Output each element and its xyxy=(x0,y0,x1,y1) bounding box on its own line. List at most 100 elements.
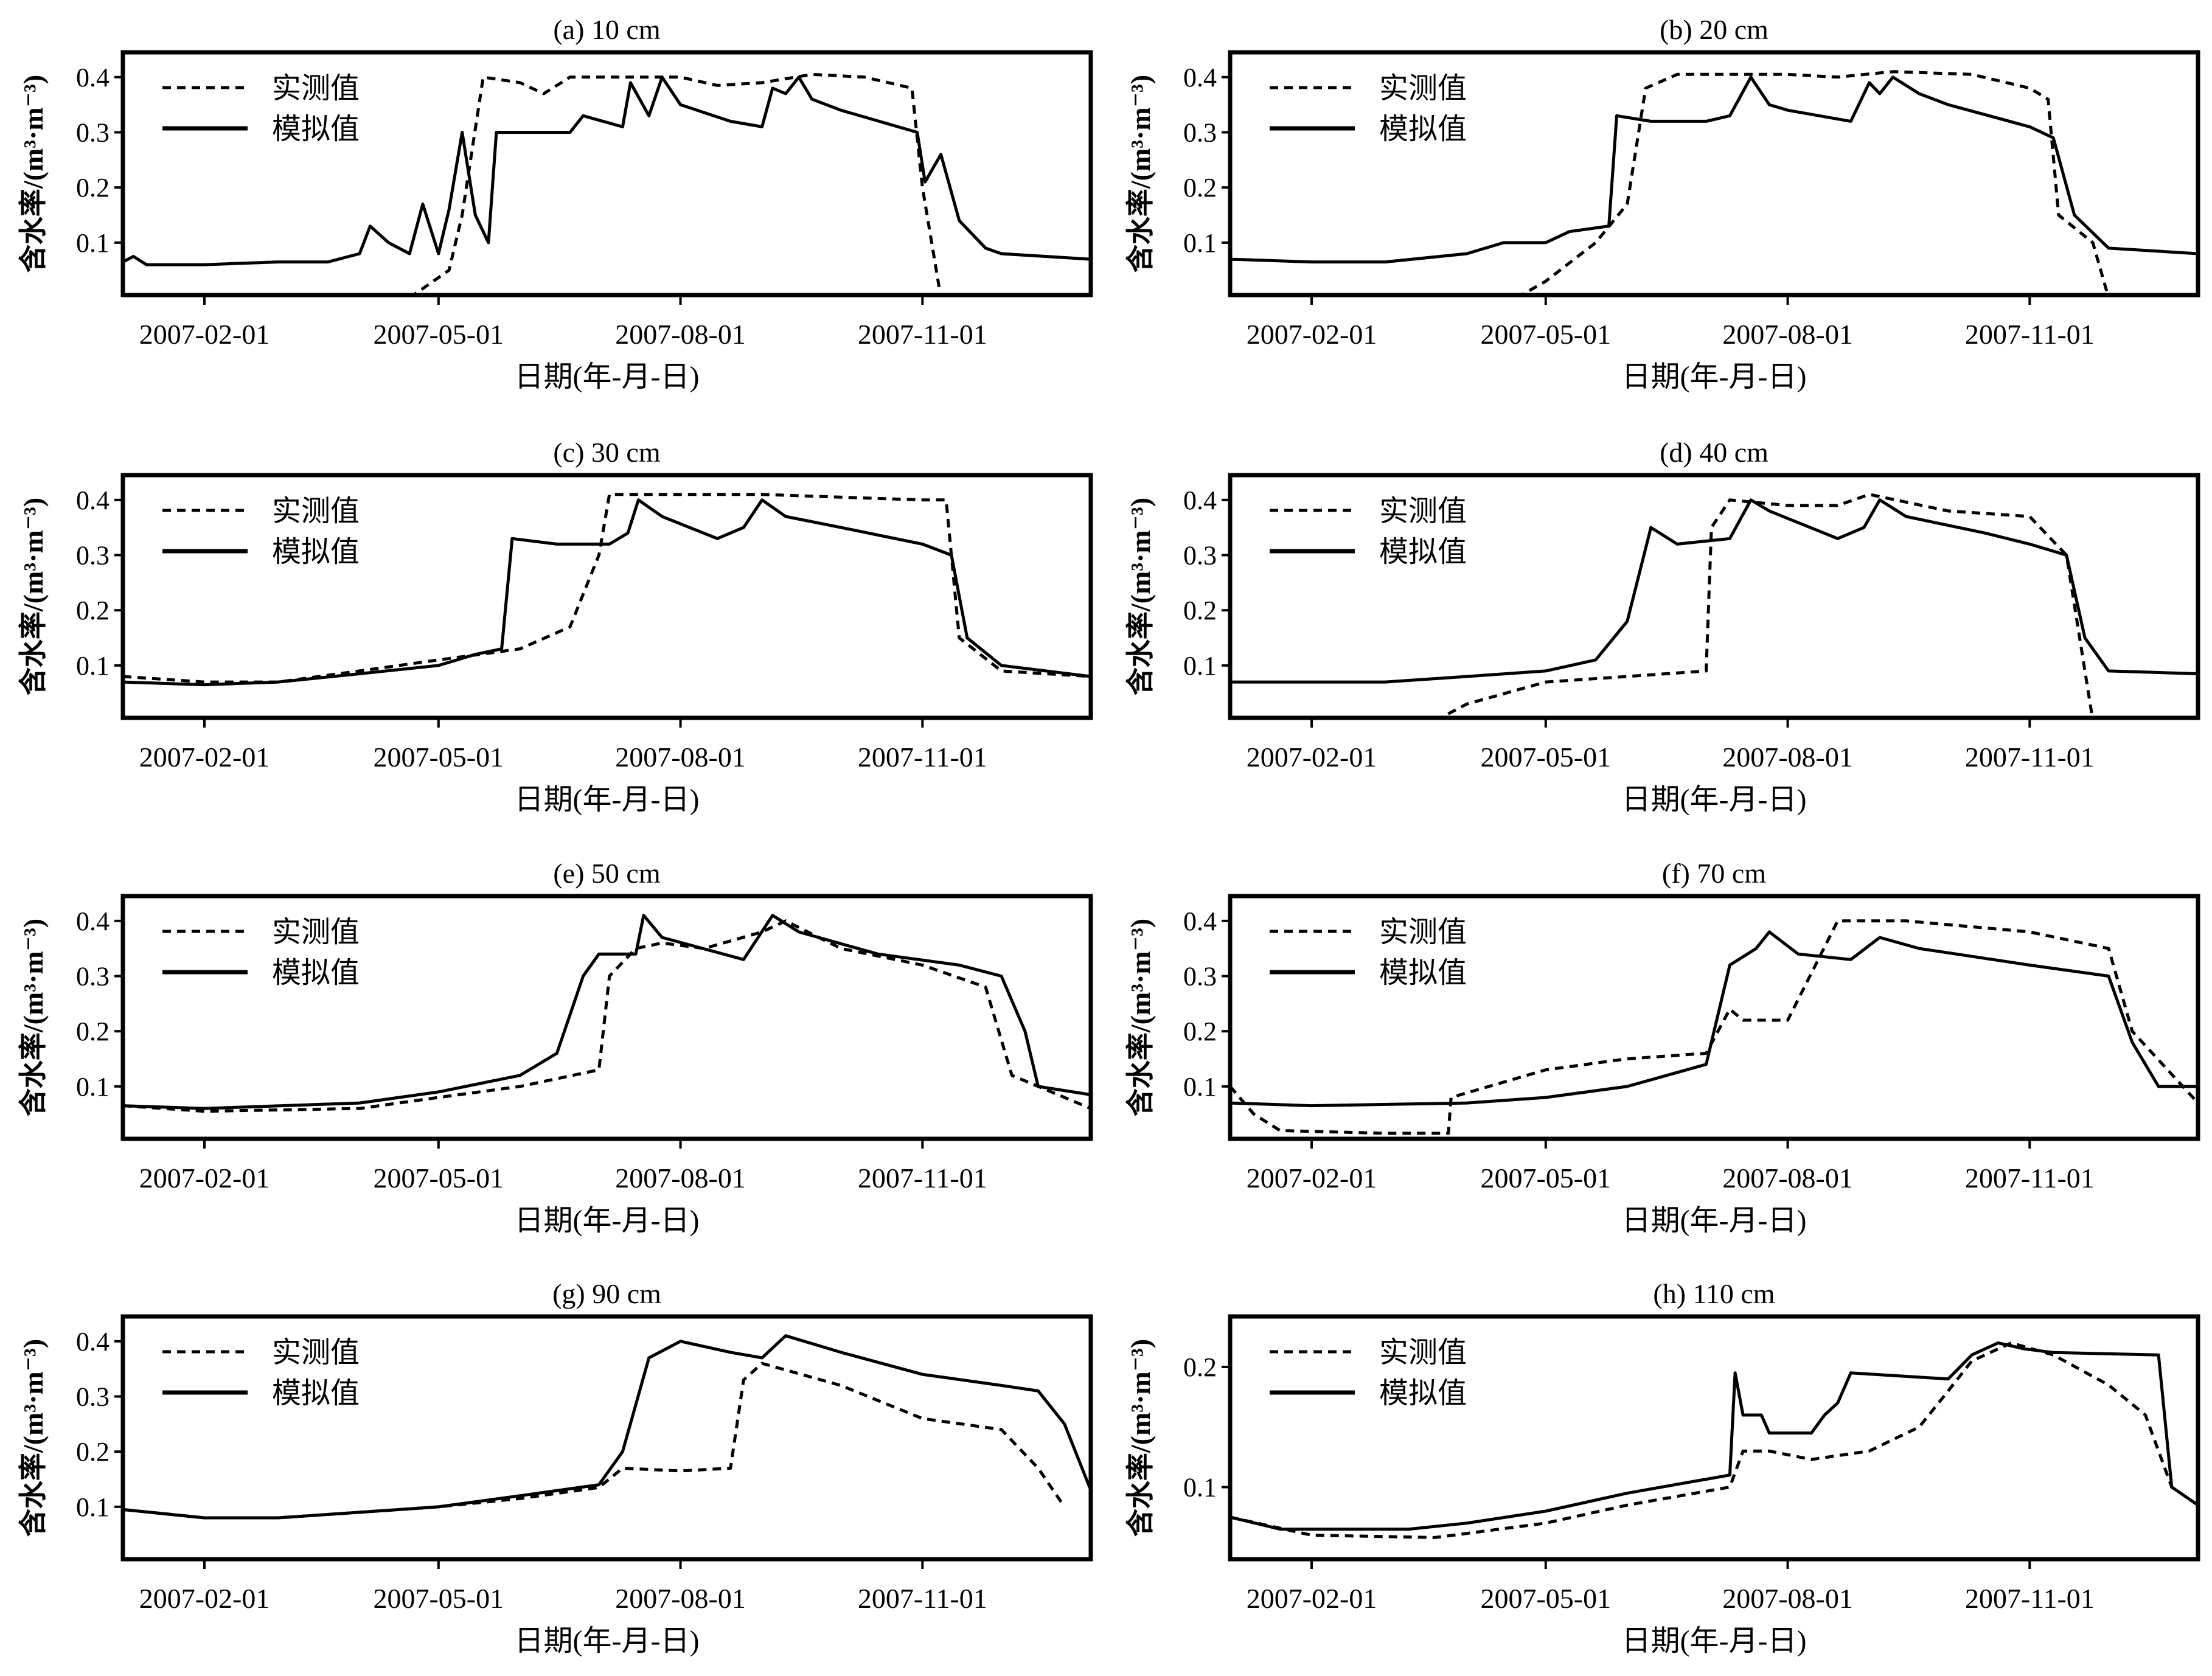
series-line-observed xyxy=(123,493,1091,684)
subplot-4: (d) 40 cm 0.1 0.2 0.3 0.4 2007-02-01 2007-05-0… xyxy=(1125,437,2200,816)
subplot-3: (c) 30 cm 0.1 0.2 0.3 0.4 2007-02-01 2007-05-0… xyxy=(18,437,1093,816)
x-tick-label: 2007-05-01 xyxy=(1480,1583,1611,1614)
subplot-1: (a) 10 cm 0.1 0.2 0.3 0.4 2007-02-01 2007-05-0… xyxy=(18,14,1093,393)
x-tick-label: 2007-02-01 xyxy=(1247,1583,1377,1614)
series-line-simulated xyxy=(1230,75,2198,264)
subplot-title: (a) 10 cm xyxy=(553,14,660,45)
y-tick-label: 0.2 xyxy=(76,1437,110,1467)
series-line-simulated xyxy=(1230,930,2198,1108)
y-axis-label: 含水率/(m³·m⁻³) xyxy=(18,1339,49,1537)
series-line-observed xyxy=(1230,1341,2198,1539)
subplot-7: (g) 90 cm 0.1 0.2 0.3 0.4 2007-02-01 2007-05-0… xyxy=(18,1278,1093,1657)
x-tick-label: 2007-11-01 xyxy=(858,319,987,350)
x-tick-label: 2007-08-01 xyxy=(1722,319,1853,350)
x-tick-label: 2007-08-01 xyxy=(615,742,746,773)
legend-label: 模拟值 xyxy=(1379,957,1467,989)
legend-label: 模拟值 xyxy=(272,957,360,989)
x-tick-label: 2007-02-01 xyxy=(139,1583,270,1614)
series-line-observed xyxy=(1437,493,2094,718)
x-tick-label: 2007-02-01 xyxy=(1247,319,1377,350)
series-line-simulated xyxy=(1230,1341,2198,1531)
legend-label: 实测值 xyxy=(1379,916,1467,948)
legend-label: 实测值 xyxy=(1379,72,1467,105)
y-tick-label: 0.4 xyxy=(1183,63,1217,92)
y-axis-label: 含水率/(m³·m⁻³) xyxy=(1125,1339,1156,1537)
y-tick-label: 0.3 xyxy=(1183,961,1217,991)
y-tick-label: 0.3 xyxy=(76,961,110,991)
y-tick-label: 0.2 xyxy=(1183,596,1217,625)
x-axis-label: 日期(年-月-日) xyxy=(1622,361,1807,393)
y-axis-label: 含水率/(m³·m⁻³) xyxy=(1125,75,1156,273)
series-line-observed xyxy=(123,919,1091,1113)
series-line-observed xyxy=(1230,919,2198,1135)
y-tick-label: 0.1 xyxy=(76,651,110,681)
y-tick-label: 0.3 xyxy=(76,117,110,147)
y-tick-label: 0.1 xyxy=(76,228,110,258)
x-tick-label: 2007-08-01 xyxy=(1722,1163,1853,1194)
y-tick-label: 0.4 xyxy=(76,1327,110,1357)
legend-label: 实测值 xyxy=(272,1337,360,1369)
subplot-8: (h) 110 cm 0.1 0.2 2007-02-01 2007-05-01 2007… xyxy=(1125,1278,2200,1657)
y-axis-label: 含水率/(m³·m⁻³) xyxy=(18,919,49,1116)
legend-label: 实测值 xyxy=(272,495,360,527)
series-line-simulated xyxy=(123,914,1091,1110)
x-tick-label: 2007-08-01 xyxy=(1722,1583,1853,1614)
subplot-title: (g) 90 cm xyxy=(552,1278,661,1309)
plot-frame xyxy=(1228,894,2200,1141)
series-line-observed xyxy=(123,1361,1066,1520)
plot-frame xyxy=(1228,50,2200,297)
x-axis-label: 日期(年-月-日) xyxy=(1622,784,1807,816)
x-tick-label: 2007-08-01 xyxy=(615,319,746,350)
subplot-title: (e) 50 cm xyxy=(553,858,660,889)
legend-label: 模拟值 xyxy=(1379,1377,1467,1410)
x-tick-label: 2007-05-01 xyxy=(373,742,504,773)
x-tick-label: 2007-08-01 xyxy=(1722,742,1853,773)
y-tick-label: 0.1 xyxy=(1183,651,1217,681)
x-tick-label: 2007-11-01 xyxy=(858,742,987,773)
x-tick-label: 2007-08-01 xyxy=(615,1163,746,1194)
y-tick-label: 0.1 xyxy=(76,1072,110,1102)
series-line-observed xyxy=(1518,70,2110,295)
y-tick-label: 0.1 xyxy=(1183,228,1217,258)
subplot-6: (f) 70 cm 0.1 0.2 0.3 0.4 2007-02-01 2007-05-0… xyxy=(1125,858,2200,1237)
x-tick-label: 2007-08-01 xyxy=(615,1583,746,1614)
series-line-simulated xyxy=(123,75,1091,266)
y-tick-label: 0.1 xyxy=(76,1492,110,1522)
y-tick-label: 0.3 xyxy=(76,1382,110,1411)
y-tick-label: 0.1 xyxy=(1183,1472,1217,1502)
legend-label: 模拟值 xyxy=(272,1377,360,1410)
x-tick-label: 2007-05-01 xyxy=(1480,742,1611,773)
plot-frame xyxy=(120,50,1093,297)
x-tick-label: 2007-05-01 xyxy=(1480,319,1611,350)
legend-label: 实测值 xyxy=(272,916,360,948)
plot-frame xyxy=(120,1314,1093,1562)
subplot-5: (e) 50 cm 0.1 0.2 0.3 0.4 2007-02-01 2007-05-0… xyxy=(18,858,1093,1237)
y-axis-label: 含水率/(m³·m⁻³) xyxy=(18,75,49,273)
legend-label: 实测值 xyxy=(1379,1337,1467,1369)
series-line-simulated xyxy=(123,1334,1091,1520)
y-tick-label: 0.2 xyxy=(76,1017,110,1046)
series-line-simulated xyxy=(123,498,1091,687)
plot-frame xyxy=(1228,473,2200,720)
x-axis-label: 日期(年-月-日) xyxy=(515,1625,700,1657)
y-tick-label: 0.3 xyxy=(1183,117,1217,147)
legend-label: 模拟值 xyxy=(1379,113,1467,145)
plot-frame xyxy=(1228,1314,2200,1562)
legend-label: 实测值 xyxy=(272,72,360,105)
y-tick-label: 0.4 xyxy=(1183,906,1217,936)
subplot-title: (f) 70 cm xyxy=(1662,858,1766,889)
y-tick-label: 0.4 xyxy=(76,63,110,92)
y-tick-label: 0.2 xyxy=(1183,1017,1217,1046)
legend-label: 模拟值 xyxy=(1379,536,1467,568)
series-line-simulated xyxy=(1230,498,2198,684)
x-tick-label: 2007-05-01 xyxy=(373,319,504,350)
y-axis-label: 含水率/(m³·m⁻³) xyxy=(18,498,49,695)
x-tick-label: 2007-11-01 xyxy=(858,1583,987,1614)
subplot-title: (b) 20 cm xyxy=(1660,14,1769,45)
x-tick-label: 2007-11-01 xyxy=(1965,1163,2095,1194)
x-axis-label: 日期(年-月-日) xyxy=(1622,1625,1807,1657)
x-tick-label: 2007-02-01 xyxy=(1247,1163,1377,1194)
legend-label: 模拟值 xyxy=(272,536,360,568)
x-axis-label: 日期(年-月-日) xyxy=(1622,1205,1807,1237)
